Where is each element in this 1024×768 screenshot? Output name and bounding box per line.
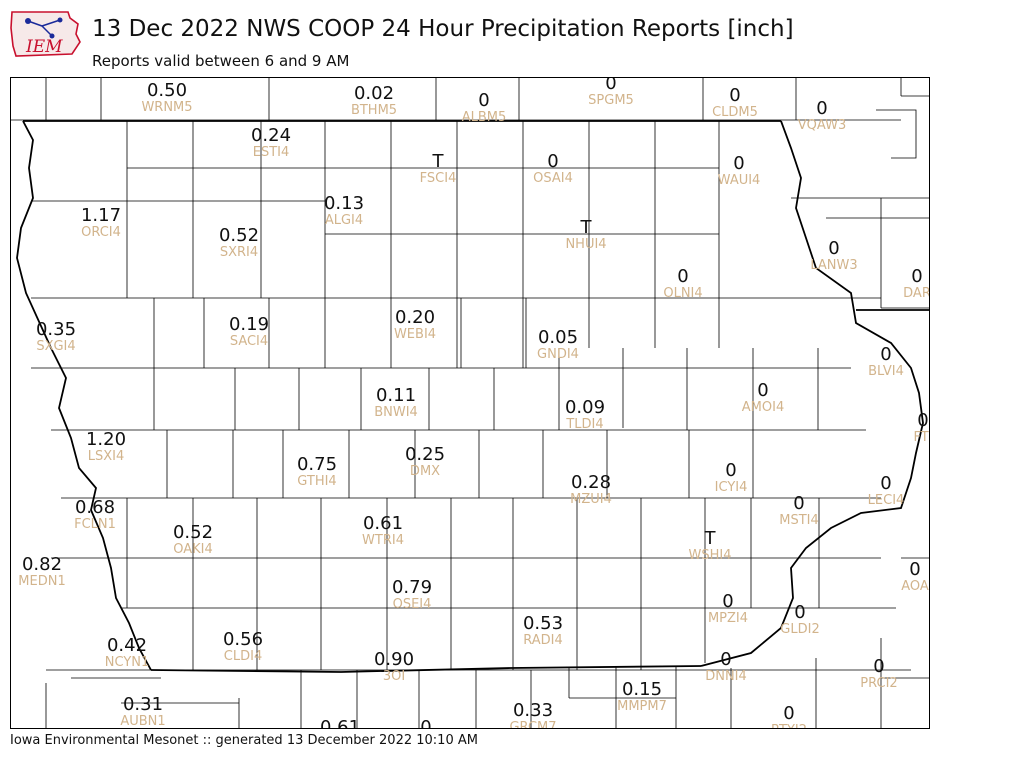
station-plot: 0.56 CLDI4 (222, 629, 264, 664)
station-plot: 0 LANW3 (810, 238, 858, 273)
station-plot: 0.33 GRCM7 (509, 700, 557, 729)
station-plot: 0 GLDI2 (780, 602, 820, 637)
station-plot: 0.19 SACI4 (228, 314, 270, 349)
station-plot: 0.50 WRNM5 (141, 80, 193, 115)
station-plot: 0 ICYI4 (714, 460, 748, 495)
footer-credit: Iowa Environmental Mesonet :: generated … (10, 733, 478, 748)
station-plot: 0 ALBM5 (461, 90, 507, 125)
station-plot: 0 WAUI4 (717, 153, 761, 188)
station-plot: 0.90 3OI (373, 649, 415, 684)
station-plot: 0.79 OSEI4 (391, 577, 433, 612)
station-plot: T FSCI4 (419, 151, 457, 186)
station-plot: 0.82 MEDN1 (18, 554, 66, 589)
precipitation-map: 0.50 WRNM5 0.02 BTHM5 0 ALBM5 0 SPGM5 0 CLDM5… (10, 77, 930, 729)
station-plot: 0.15 MMPM7 (617, 679, 667, 714)
station-plot: 0 VQAW3 (797, 98, 847, 133)
station-plot: 0 BLVI4 (868, 344, 904, 379)
station-plot: 0 LECI4 (867, 473, 905, 508)
iem-logo-graphic: IEM (10, 11, 81, 57)
station-plot: 0 MPZI4 (707, 591, 749, 626)
station-plot: 0.02 BTHM5 (350, 83, 398, 118)
station-plot: 0 DAR (903, 266, 930, 301)
iem-logo: IEM (8, 6, 84, 62)
station-plot: 0.20 WEBI4 (393, 307, 437, 342)
station-plot: 0 AMOI4 (741, 380, 785, 415)
station-plot: T WSHI4 (688, 528, 732, 563)
station-plot: 0 PRCI2 (860, 656, 898, 691)
station-plot: 0.42 NCYN1 (104, 635, 150, 670)
station-plot: 0.61 WTRI4 (362, 513, 404, 548)
station-plot: 0 SPGM5 (588, 77, 634, 108)
station-plot: T NHUI4 (565, 217, 607, 252)
map-subtitle: Reports valid between 6 and 9 AM (92, 52, 350, 70)
station-plot: 0FTI (913, 410, 929, 445)
station-plot: 0.05 GNDI4 (537, 327, 579, 362)
station-plot: 0.35 SXGI4 (35, 319, 77, 354)
station-plot: 0.13 ALGI4 (323, 193, 365, 228)
station-plot: 0.11 BNWI4 (374, 385, 418, 420)
station-plot: 0 (420, 717, 432, 729)
station-plot: 0.52 SXRI4 (218, 225, 260, 260)
station-plot: 0.68 FCLN1 (74, 497, 116, 532)
station-plot: 0 CLDM5 (712, 85, 758, 120)
station-plot: 0 DNNI4 (705, 649, 747, 684)
station-plot: 0RTYI2 (771, 703, 807, 729)
map-title: 13 Dec 2022 NWS COOP 24 Hour Precipitati… (92, 16, 794, 42)
station-plot: 0.24 ESTI4 (250, 125, 292, 160)
logo-text: IEM (25, 37, 63, 57)
station-plot: 0.09 TLDI4 (564, 397, 606, 432)
station-plot: 1.20 LSXI4 (85, 429, 127, 464)
station-plot: 1.17 ORCI4 (80, 205, 122, 240)
station-plot: 0.61 (319, 717, 361, 729)
station-plot: 0 AOA (901, 559, 929, 594)
station-plot: 0.52 OAKI4 (172, 522, 214, 557)
station-plot: 0 OLNI4 (663, 266, 703, 301)
station-plot: 0 OSAI4 (533, 151, 573, 186)
station-plot: 0.75 GTHI4 (296, 454, 338, 489)
station-plot: 0.25 DMX (404, 444, 446, 479)
county-boundaries (11, 78, 929, 728)
station-plot: 0.53 RADI4 (522, 613, 564, 648)
station-plot: 0.31 AUBN1 (120, 694, 166, 729)
station-plot: 0.28 MZUI4 (570, 472, 612, 507)
station-plot: 0 MSTI4 (779, 493, 819, 528)
